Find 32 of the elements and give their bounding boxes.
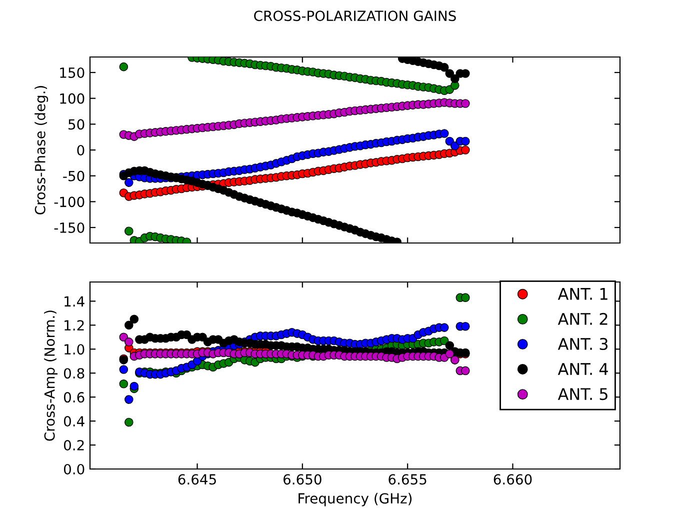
x-tick-label: 6.655	[388, 474, 426, 485]
y-tick-label: 0	[77, 144, 84, 156]
y-axis-title: Cross-Phase (deg.)	[34, 86, 48, 214]
y-tick-label: 0.8	[64, 368, 84, 379]
legend-label: ANT. 5	[558, 388, 608, 400]
y-axis-title: Cross-Amp (Norm.)	[44, 310, 58, 441]
legend-label: ANT. 3	[558, 338, 608, 350]
legend-label: ANT. 2	[558, 312, 608, 325]
y-tick-label: 1.0	[64, 344, 84, 355]
y-tick-label: -100	[54, 196, 84, 208]
point	[119, 379, 128, 388]
x-tick-label: 6.645	[178, 474, 216, 485]
x-tick-label: 6.660	[494, 474, 532, 485]
y-tick-label: 0.4	[64, 416, 84, 427]
y-tick-label: 1.4	[64, 296, 84, 306]
x-axis-title: Frequency (GHz)	[298, 492, 412, 506]
y-tick-label: 0.6	[64, 392, 84, 403]
legend-label: ANT. 4	[558, 363, 608, 375]
point	[461, 293, 470, 302]
legend-label: ANT. 1	[558, 288, 608, 300]
y-tick-label: 50	[68, 119, 84, 130]
y-tick-label: -50	[63, 170, 84, 182]
y-tick-label: 100	[60, 93, 84, 104]
point	[440, 336, 449, 346]
y-tick-label: 0.0	[64, 464, 84, 474]
point	[124, 418, 134, 427]
y-tick-label: 150	[60, 67, 84, 78]
chart-title: CROSS-POLARIZATION GAINS	[254, 10, 456, 22]
y-tick-label: -150	[54, 222, 84, 233]
x-tick-label: 6.650	[284, 474, 322, 485]
y-tick-label: 1.2	[64, 320, 84, 330]
y-tick-label: 0.2	[64, 440, 84, 450]
